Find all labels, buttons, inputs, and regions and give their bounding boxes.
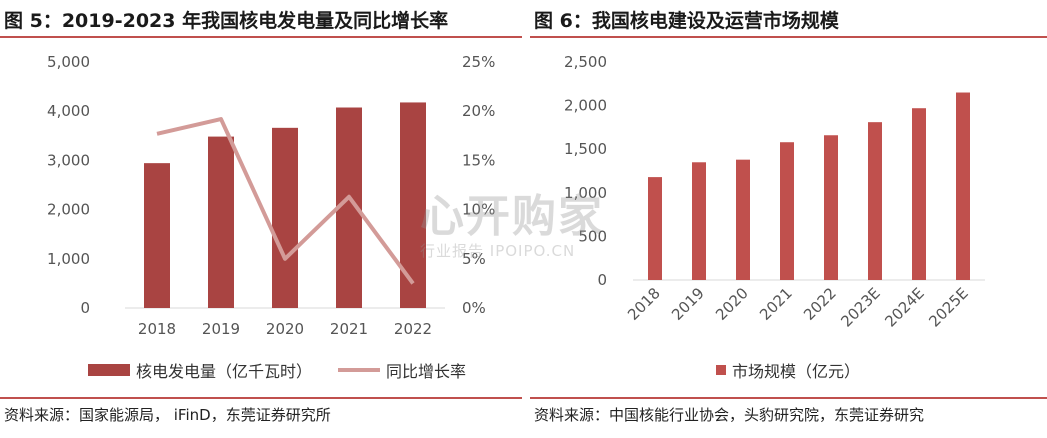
left-chart-title: 图 5：2019-2023 年我国核电发电量及同比增长率	[4, 10, 449, 32]
y-tick-label: 1,000	[47, 250, 90, 268]
x-tick-label: 2022	[394, 320, 432, 338]
left-source-rule	[0, 397, 522, 399]
y2-tick-label: 15%	[462, 151, 495, 169]
x-tick-label: 2025E	[925, 284, 971, 330]
x-tick-label: 2020	[266, 320, 304, 338]
left-title-rule	[0, 36, 522, 38]
right-source-rule	[530, 397, 1047, 399]
y2-tick-label: 25%	[462, 53, 495, 71]
legend-line-label: 同比增长率	[386, 362, 467, 381]
y-tick-label: 1,500	[564, 140, 607, 158]
y2-tick-label: 10%	[462, 201, 495, 219]
y-tick-label: 1,000	[564, 184, 607, 202]
y2-tick-label: 20%	[462, 102, 495, 120]
growth-rate-line	[156, 117, 415, 285]
y-tick-label: 500	[578, 227, 607, 245]
legend-square-swatch	[716, 365, 726, 375]
legend-bar-swatch	[88, 364, 130, 376]
bar	[824, 135, 838, 280]
legend-line-swatch	[338, 368, 381, 372]
y-tick-label: 2,500	[564, 53, 607, 71]
y2-tick-label: 5%	[462, 250, 486, 268]
y-tick-label: 0	[597, 271, 607, 289]
x-tick-label: 2018	[624, 284, 664, 324]
y-tick-label: 4,000	[47, 102, 90, 120]
bar	[692, 162, 706, 280]
x-tick-label: 2021	[330, 320, 368, 338]
y2-tick-label: 0%	[462, 299, 486, 317]
right-source: 资料来源：中国核能行业协会，头豹研究院，东莞证券研究	[534, 406, 925, 424]
right-panel: 图 6：我国核电建设及运营市场规模 0 500 1,000 1,500 2,000 2,5…	[530, 0, 1047, 438]
y-tick-label: 2,000	[564, 97, 607, 115]
bar	[144, 163, 170, 308]
bar	[736, 159, 750, 280]
left-chart: 0 1,000 2,000 3,000 4,000 5,000 0% 5% 10% 15% 20% 2…	[47, 53, 495, 338]
x-tick-label: 2021	[756, 284, 796, 324]
left-panel: 图 5：2019-2023 年我国核电发电量及同比增长率 0 1,000 2,000…	[0, 0, 522, 438]
right-chart-title: 图 6：我国核电建设及运营市场规模	[534, 10, 839, 32]
y-tick-label: 0	[80, 299, 90, 317]
bar	[868, 122, 882, 280]
bar	[780, 142, 794, 280]
left-legend: 核电发电量（亿千瓦时） 同比增长率	[88, 358, 466, 382]
x-tick-label: 2022	[800, 284, 840, 324]
bar	[912, 108, 926, 280]
bar	[400, 102, 426, 308]
x-tick-label: 2024E	[881, 284, 927, 330]
x-tick-label: 2023E	[837, 284, 883, 330]
y-tick-label: 5,000	[47, 53, 90, 71]
x-tick-label: 2018	[138, 320, 176, 338]
x-tick-label: 2019	[202, 320, 240, 338]
right-title-rule	[530, 36, 1047, 38]
y-tick-label: 3,000	[47, 151, 90, 169]
legend-bar-label: 核电发电量（亿千瓦时）	[136, 362, 313, 381]
right-chart: 0 500 1,000 1,500 2,000 2,500 2018 2019 2020 2021…	[564, 53, 985, 331]
bar	[648, 177, 662, 280]
left-source: 资料来源：国家能源局， iFinD，东莞证券研究所	[4, 406, 331, 424]
legend-market-label: 市场规模（亿元）	[732, 362, 861, 381]
bar	[208, 136, 234, 308]
right-legend: 市场规模（亿元）	[716, 358, 860, 382]
y-tick-label: 2,000	[47, 201, 90, 219]
x-tick-label: 2020	[712, 284, 752, 324]
bar	[956, 92, 970, 280]
x-tick-label: 2019	[668, 284, 708, 324]
bar	[272, 127, 298, 309]
